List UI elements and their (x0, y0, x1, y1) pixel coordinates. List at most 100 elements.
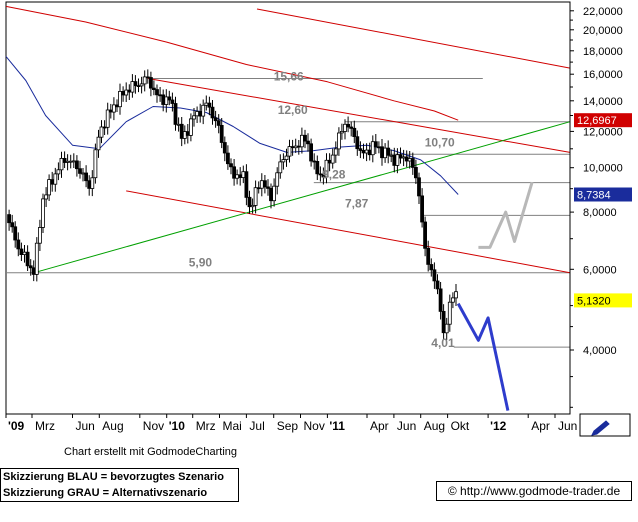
level-label: 7,87 (345, 196, 369, 210)
candle-body (192, 115, 196, 120)
candle-body (188, 118, 193, 136)
x-tick-label: '11 (329, 419, 345, 433)
candle-body (410, 158, 415, 168)
candle-body (127, 89, 132, 93)
candle-body (225, 152, 230, 165)
y-tick-label: 16,0000 (583, 69, 623, 81)
y-tick-label: 20,0000 (583, 25, 623, 37)
x-tick-label: Jun (558, 419, 577, 433)
trendline (148, 78, 571, 153)
candle-body (330, 154, 335, 164)
candle-body (136, 85, 141, 87)
x-tick-label: Apr (531, 419, 550, 433)
y-tick-label: 18,0000 (583, 46, 623, 58)
candle-body (250, 204, 255, 208)
candle-body (207, 102, 212, 108)
x-tick-label: '12 (490, 419, 507, 433)
candle-body (306, 140, 310, 145)
level-label: 9,28 (322, 168, 346, 182)
price-tag (574, 187, 632, 202)
candle-body (65, 160, 70, 163)
candle-body (47, 179, 51, 196)
candle-body (84, 172, 88, 182)
candle-body (327, 159, 332, 164)
level-label: 10,70 (425, 135, 455, 149)
y-tick-label: 22,0000 (583, 6, 623, 18)
x-tick-label: Nov (304, 419, 325, 433)
candle-body (389, 154, 394, 157)
candle-body (41, 198, 45, 228)
level-label: 12,60 (278, 103, 308, 117)
y-tick-label: 4,0000 (583, 345, 617, 357)
candle-body (244, 171, 249, 198)
source-link[interactable]: http://www.godmode-trader.de (460, 484, 621, 498)
candle-body (398, 154, 403, 159)
candle-body (253, 187, 258, 206)
plot-area (5, 1, 571, 415)
candle-body (25, 251, 30, 267)
y-tick-label: 10,0000 (583, 163, 623, 175)
level-label: 15,66 (274, 70, 304, 84)
candle-body (386, 147, 391, 156)
candle-body (235, 174, 240, 179)
candle-body (99, 126, 104, 138)
x-tick-label: Mrz (196, 419, 216, 433)
candle-body (44, 194, 48, 200)
candle-body (182, 131, 187, 139)
candle-body (75, 160, 79, 170)
candle-body (339, 130, 344, 134)
moving-average-red (5, 5, 459, 121)
candle-body (87, 180, 92, 189)
scenario-legend: Skizzierung BLAU = bevorzugtes Szenario … (0, 468, 239, 502)
candle-body (370, 141, 375, 156)
source-url[interactable]: © http://www.godmode-trader.de (436, 481, 632, 501)
candle-body (62, 157, 67, 163)
candle-body (222, 142, 227, 154)
candle-body (170, 99, 175, 104)
candle-body (281, 159, 286, 163)
candle-body (121, 91, 125, 96)
candle-body (139, 83, 144, 87)
candle-body (413, 166, 418, 179)
candle-body (269, 187, 273, 202)
level-label: 5,90 (189, 256, 213, 270)
candle-body (71, 160, 76, 163)
price-tag-label: 12,6967 (577, 115, 617, 127)
candle-body (380, 146, 384, 159)
candle-body (50, 179, 55, 185)
scenario-blue-path (456, 302, 510, 411)
candle-body (176, 123, 181, 126)
candle-body (115, 104, 119, 108)
y-tick-label: 14,0000 (583, 96, 623, 108)
x-tick-label: Nov (143, 419, 164, 433)
price-tag-label: 5,1320 (577, 295, 611, 307)
x-tick-label: Aug (424, 419, 445, 433)
candle-body (346, 123, 351, 128)
candle-body (10, 222, 15, 228)
candle-body (155, 89, 159, 96)
candle-body (324, 159, 329, 178)
candle-body (293, 145, 298, 149)
candle-body (361, 149, 366, 154)
candle-body (232, 166, 237, 179)
candle-body (53, 173, 58, 185)
candle-body (241, 171, 246, 178)
copyright-symbol: © (447, 484, 457, 498)
candle-body (352, 127, 357, 138)
candle-body (312, 160, 317, 163)
price-chart: 15,66 12,60 10,70 9,28 7,87 5,90 4,01 22,0000 2… (5, 1, 632, 437)
candle-body (130, 81, 135, 93)
candle-body (68, 160, 73, 163)
candle-body (426, 247, 431, 265)
x-tick-label: Mai (223, 419, 242, 433)
x-tick-label: '09 (8, 419, 25, 433)
chart-caption: Chart erstellt mit GodmodeCharting (64, 446, 238, 458)
candle-body (438, 288, 443, 312)
x-tick-label: Mrz (35, 419, 55, 433)
x-tick-label: Sep (277, 419, 299, 433)
y-tick-label: 12,0000 (583, 126, 623, 138)
candle-body (395, 154, 400, 166)
candle-body (272, 185, 277, 202)
candle-body (16, 239, 21, 250)
candle-body (262, 180, 267, 188)
